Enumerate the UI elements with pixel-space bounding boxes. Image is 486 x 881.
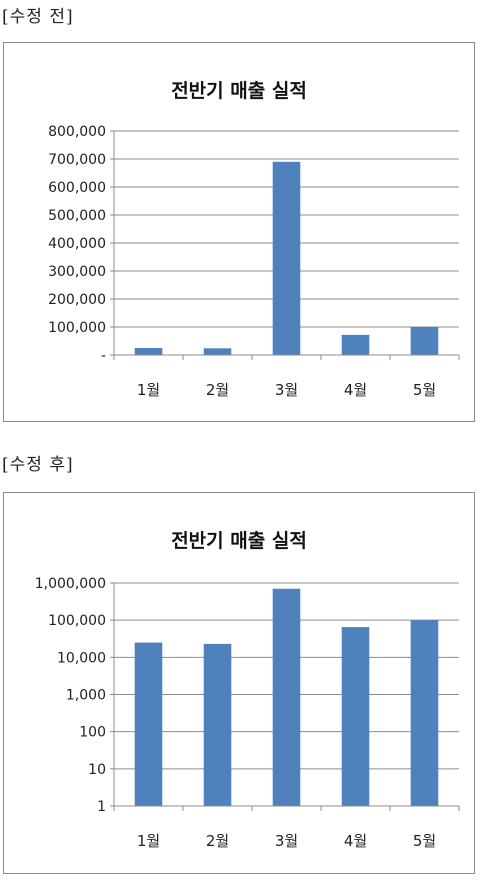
bar [341, 334, 370, 355]
x-category-label: 3월 [275, 381, 298, 399]
x-category-label: 5월 [413, 381, 436, 399]
bar [341, 627, 370, 806]
after-label: [수정 후] [2, 455, 74, 475]
bar [272, 161, 301, 355]
x-category-label: 4월 [344, 832, 367, 850]
y-tick-label: 1,000,000 [35, 576, 106, 592]
y-tick-label: 100,000 [48, 320, 106, 336]
x-category-label: 5월 [413, 832, 436, 850]
y-tick-label: 1 [97, 799, 106, 815]
chart-before: 전반기 매출 실적 - 100,000 200,000 300,000 400,000 5… [3, 42, 475, 422]
chart-title: 전반기 매출 실적 [171, 80, 307, 102]
bar [134, 348, 163, 355]
x-category-label: 1월 [137, 832, 160, 850]
bar [134, 642, 163, 806]
y-tick-label: 10 [88, 762, 106, 778]
chart-after: 전반기 매출 실적 1 10 100 1,000 10,000 100,000 1,000,… [3, 492, 475, 874]
bar [410, 620, 439, 806]
y-tick-label: 700,000 [48, 152, 106, 168]
chart-before-svg: 전반기 매출 실적 - 100,000 200,000 300,000 400,000 5… [48, 80, 460, 399]
y-tick-label: 500,000 [48, 208, 106, 224]
y-tick-label: 300,000 [48, 264, 106, 280]
x-category-label: 2월 [206, 832, 229, 850]
y-tick-label: 400,000 [48, 236, 106, 252]
x-category-label: 3월 [275, 832, 298, 850]
y-tick-label: 200,000 [48, 292, 106, 308]
x-category-label: 2월 [206, 381, 229, 399]
x-category-label: 1월 [137, 381, 160, 399]
y-tick-label: 100,000 [48, 613, 106, 629]
chart-after-svg: 전반기 매출 실적 1 10 100 1,000 10,000 100,000 1,000,… [35, 530, 460, 850]
y-tick-label: 1,000 [66, 688, 106, 704]
y-tick-label: 800,000 [48, 124, 106, 140]
bar [410, 327, 439, 355]
bar [203, 348, 232, 355]
y-tick-label: 10,000 [57, 650, 106, 666]
chart-title: 전반기 매출 실적 [171, 530, 307, 552]
x-category-label: 4월 [344, 381, 367, 399]
bar [272, 588, 301, 806]
y-tick-label: - [101, 348, 106, 364]
plot-area: 1 10 100 1,000 10,000 100,000 1,000,000 1월 2월 3월 4… [35, 576, 460, 850]
plot-area: - 100,000 200,000 300,000 400,000 500,000 600,… [48, 124, 460, 399]
before-label: [수정 전] [2, 7, 74, 27]
y-tick-label: 100 [79, 725, 106, 741]
y-tick-label: 600,000 [48, 180, 106, 196]
bar [203, 643, 232, 806]
